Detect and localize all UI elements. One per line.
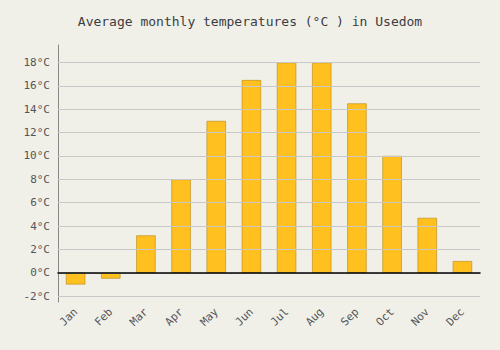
svg-text:Jun: Jun [233, 305, 256, 328]
svg-text:Average monthly temperatures (: Average monthly temperatures (°C ) in Us… [78, 14, 423, 29]
svg-text:Sep: Sep [338, 305, 361, 328]
svg-text:2°C: 2°C [30, 243, 50, 256]
svg-text:6°C: 6°C [30, 196, 50, 209]
svg-text:Nov: Nov [409, 305, 432, 328]
svg-text:8°C: 8°C [30, 173, 50, 186]
svg-text:Mar: Mar [127, 305, 150, 328]
svg-text:12°C: 12°C [24, 126, 51, 139]
svg-text:Aug: Aug [303, 305, 326, 328]
svg-text:Oct: Oct [373, 305, 396, 328]
svg-text:Dec: Dec [444, 305, 467, 328]
svg-text:4°C: 4°C [30, 220, 50, 233]
svg-text:16°C: 16°C [24, 79, 51, 92]
svg-text:18°C: 18°C [24, 56, 51, 69]
svg-text:May: May [198, 305, 221, 328]
svg-text:14°C: 14°C [24, 103, 51, 116]
svg-text:Apr: Apr [162, 305, 185, 328]
svg-text:10°C: 10°C [24, 149, 51, 162]
svg-text:-2°C: -2°C [24, 290, 51, 303]
svg-text:Feb: Feb [92, 305, 115, 328]
svg-text:Jan: Jan [57, 305, 80, 328]
svg-text:Jul: Jul [268, 305, 291, 328]
svg-text:0°C: 0°C [30, 266, 50, 279]
